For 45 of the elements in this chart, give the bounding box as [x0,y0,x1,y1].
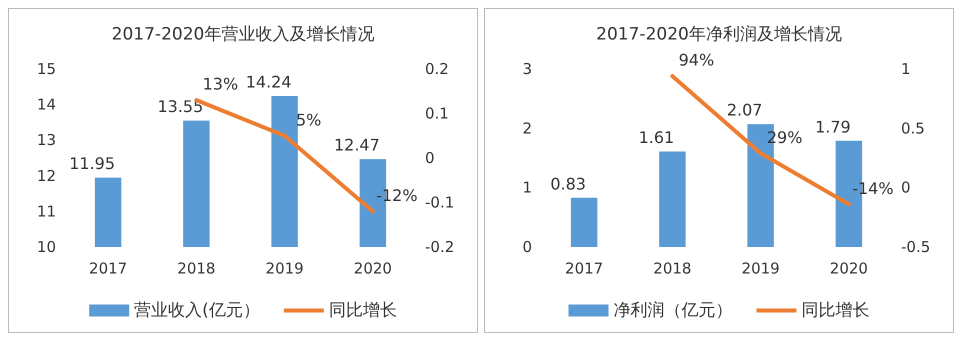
y-tick-label: 1 [522,178,532,197]
y2-tick-label: 0 [425,149,435,167]
legend-label: 同比增长 [802,300,870,320]
y2-tick-label: -0.1 [425,194,454,212]
x-tick-label: 2019 [742,260,780,278]
bar [659,151,686,247]
y2-tick-label: 0.2 [425,60,449,78]
data-label: 94% [678,50,714,70]
bar [570,198,598,247]
y-tick-label: 2 [522,119,532,138]
data-label: 12.47 [334,136,380,155]
x-tick-label: 2017 [565,260,604,278]
y-tick-label: 11 [36,202,56,220]
chart-title: 2017-2020年净利润及增长情况 [596,24,842,44]
legend-label: 同比增长 [328,300,397,320]
x-tick-label: 2020 [354,260,392,278]
data-label: 11.95 [69,154,116,174]
y2-tick-label: -0.2 [425,238,454,256]
chart-title: 2017-2020年营业收入及增长情况 [112,24,374,44]
y-tick-label: 10 [36,238,56,256]
data-label: 1.79 [815,117,851,136]
y2-tick-label: 0 [901,178,911,197]
x-tick-label: 2020 [830,260,868,278]
data-label: 2.07 [726,100,762,120]
data-label: 0.83 [550,174,586,194]
data-label: 14.24 [246,72,292,92]
legend-label: 营业收入(亿元） [134,300,260,320]
data-label: 13% [202,74,238,94]
y2-tick-label: 0.1 [425,104,449,122]
y2-tick-label: 0.5 [901,119,925,138]
y-tick-label: 13 [36,131,56,150]
y2-tick-label: 1 [901,60,911,78]
y-tick-label: 14 [36,96,56,114]
x-tick-label: 2018 [177,260,216,278]
y-tick-label: 15 [36,60,56,78]
y-tick-label: 12 [36,166,56,185]
legend-label: 净利润（亿元） [614,300,732,320]
x-tick-label: 2017 [89,260,128,278]
x-tick-label: 2018 [653,260,692,278]
y2-tick-label: -0.5 [901,238,930,256]
data-label: 1.61 [638,128,674,147]
x-tick-label: 2019 [266,260,304,278]
data-label: 13.55 [157,97,204,116]
y-tick-label: 0 [522,238,532,256]
y-tick-label: 3 [522,60,532,78]
